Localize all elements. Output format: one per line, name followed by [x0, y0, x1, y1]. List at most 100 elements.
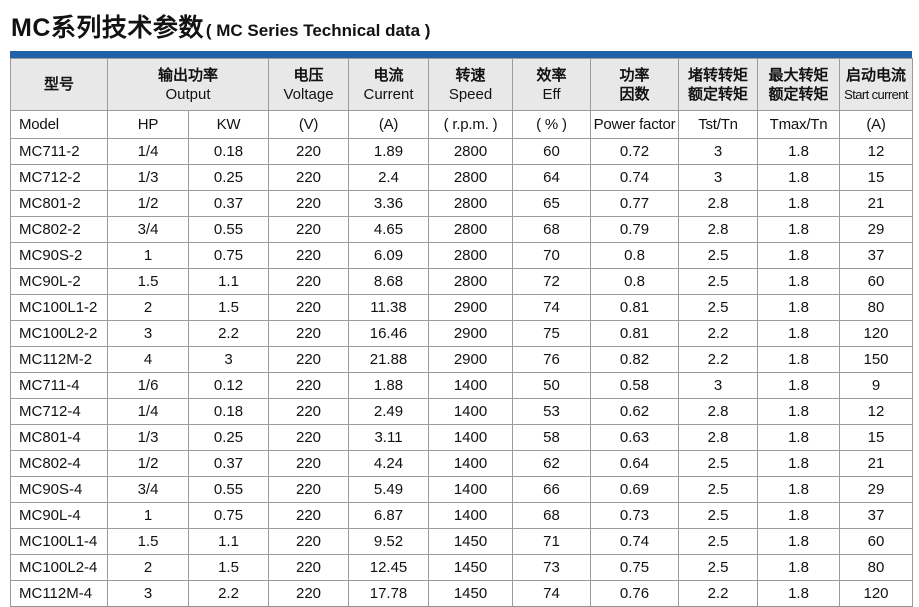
- value-cell: 1/4: [107, 138, 189, 165]
- value-cell: 3: [107, 580, 189, 607]
- value-cell: 1.8: [757, 138, 841, 165]
- value-cell: 1400: [428, 476, 514, 503]
- value-cell: 1400: [428, 502, 514, 529]
- value-cell: 1.88: [348, 372, 430, 399]
- value-cell: 0.81: [590, 294, 680, 321]
- unit-voltage: (V): [268, 110, 350, 139]
- table-row: MC100L2-4 2 1.5 220 12.45 1450 73 0.75 2.5 1.8 80: [10, 554, 914, 581]
- value-cell: 1.8: [757, 476, 841, 503]
- value-cell: 9: [839, 372, 914, 399]
- value-cell: 120: [839, 580, 914, 607]
- value-cell: 1.8: [757, 580, 841, 607]
- value-cell: 1.8: [757, 216, 841, 243]
- value-cell: 1400: [428, 398, 514, 425]
- value-cell: 2800: [428, 216, 514, 243]
- table-row: MC112M-2 4 3 220 21.88 2900 76 0.82 2.2 1.8 150: [10, 346, 914, 373]
- value-cell: 0.79: [590, 216, 680, 243]
- value-cell: 74: [512, 580, 592, 607]
- value-cell: 2.49: [348, 398, 430, 425]
- model-cell: MC90S-2: [10, 242, 108, 269]
- value-cell: 220: [268, 398, 350, 425]
- value-cell: 1.8: [757, 372, 841, 399]
- value-cell: 3: [107, 320, 189, 347]
- value-cell: 2900: [428, 294, 514, 321]
- value-cell: 21: [839, 190, 914, 217]
- value-cell: 1/4: [107, 398, 189, 425]
- model-cell: MC90L-2: [10, 268, 108, 295]
- value-cell: 220: [268, 554, 350, 581]
- value-cell: 2.2: [187, 580, 270, 607]
- value-cell: 21.88: [348, 346, 430, 373]
- model-cell: MC711-4: [10, 372, 108, 399]
- value-cell: 220: [268, 138, 350, 165]
- value-cell: 2.2: [187, 320, 270, 347]
- value-cell: 1.1: [187, 268, 270, 295]
- value-cell: 37: [839, 502, 914, 529]
- value-cell: 58: [512, 424, 592, 451]
- value-cell: 0.74: [590, 528, 680, 555]
- value-cell: 1400: [428, 450, 514, 477]
- accent-bar: [10, 51, 912, 58]
- value-cell: 0.81: [590, 320, 680, 347]
- model-cell: MC100L2-2: [10, 320, 108, 347]
- unit-tmax: Tmax/Tn: [757, 110, 841, 139]
- value-cell: 71: [512, 528, 592, 555]
- technical-data-table: 型号 输出功率 Output 电压 Voltage 电流 Current 转速 …: [10, 58, 914, 607]
- value-cell: 2900: [428, 320, 514, 347]
- value-cell: 65: [512, 190, 592, 217]
- value-cell: 1.8: [757, 294, 841, 321]
- value-cell: 53: [512, 398, 592, 425]
- value-cell: 150: [839, 346, 914, 373]
- unit-current: (A): [348, 110, 430, 139]
- unit-eff: ( % ): [512, 110, 592, 139]
- unit-start-current: (A): [839, 110, 914, 139]
- value-cell: 66: [512, 476, 592, 503]
- value-cell: 17.78: [348, 580, 430, 607]
- value-cell: 0.8: [590, 268, 680, 295]
- value-cell: 2.5: [678, 268, 759, 295]
- value-cell: 60: [839, 268, 914, 295]
- value-cell: 0.75: [187, 502, 270, 529]
- value-cell: 0.58: [590, 372, 680, 399]
- value-cell: 12: [839, 138, 914, 165]
- table-row: MC712-4 1/4 0.18 220 2.49 1400 53 0.62 2.8 1.8 12: [10, 398, 914, 425]
- value-cell: 2.5: [678, 294, 759, 321]
- value-cell: 1/3: [107, 424, 189, 451]
- value-cell: 12: [839, 398, 914, 425]
- value-cell: 2.5: [678, 502, 759, 529]
- value-cell: 3: [678, 372, 759, 399]
- value-cell: 0.73: [590, 502, 680, 529]
- value-cell: 220: [268, 372, 350, 399]
- value-cell: 2.8: [678, 216, 759, 243]
- value-cell: 220: [268, 164, 350, 191]
- value-cell: 1.8: [757, 164, 841, 191]
- model-cell: MC711-2: [10, 138, 108, 165]
- model-cell: MC112M-4: [10, 580, 108, 607]
- value-cell: 1.8: [757, 346, 841, 373]
- value-cell: 2.5: [678, 528, 759, 555]
- value-cell: 220: [268, 476, 350, 503]
- header-row-main: 型号 输出功率 Output 电压 Voltage 电流 Current 转速 …: [10, 58, 914, 111]
- value-cell: 2800: [428, 138, 514, 165]
- table-header: 型号 输出功率 Output 电压 Voltage 电流 Current 转速 …: [10, 58, 914, 139]
- value-cell: 0.63: [590, 424, 680, 451]
- value-cell: 0.55: [187, 216, 270, 243]
- value-cell: 6.09: [348, 242, 430, 269]
- model-cell: MC801-4: [10, 424, 108, 451]
- value-cell: 2.8: [678, 424, 759, 451]
- value-cell: 60: [512, 138, 592, 165]
- table-row: MC112M-4 3 2.2 220 17.78 1450 74 0.76 2.2 1.8 120: [10, 580, 914, 607]
- table-row: MC801-4 1/3 0.25 220 3.11 1400 58 0.63 2.8 1.8 15: [10, 424, 914, 451]
- value-cell: 2800: [428, 164, 514, 191]
- col-header-current: 电流 Current: [348, 58, 430, 111]
- page-title: MC系列技术参数( MC Series Technical data ): [10, 5, 919, 51]
- value-cell: 76: [512, 346, 592, 373]
- value-cell: 220: [268, 424, 350, 451]
- value-cell: 2.8: [678, 190, 759, 217]
- value-cell: 64: [512, 164, 592, 191]
- model-cell: MC802-4: [10, 450, 108, 477]
- value-cell: 220: [268, 346, 350, 373]
- unit-hp: HP: [107, 110, 189, 139]
- value-cell: 1/2: [107, 190, 189, 217]
- value-cell: 1/2: [107, 450, 189, 477]
